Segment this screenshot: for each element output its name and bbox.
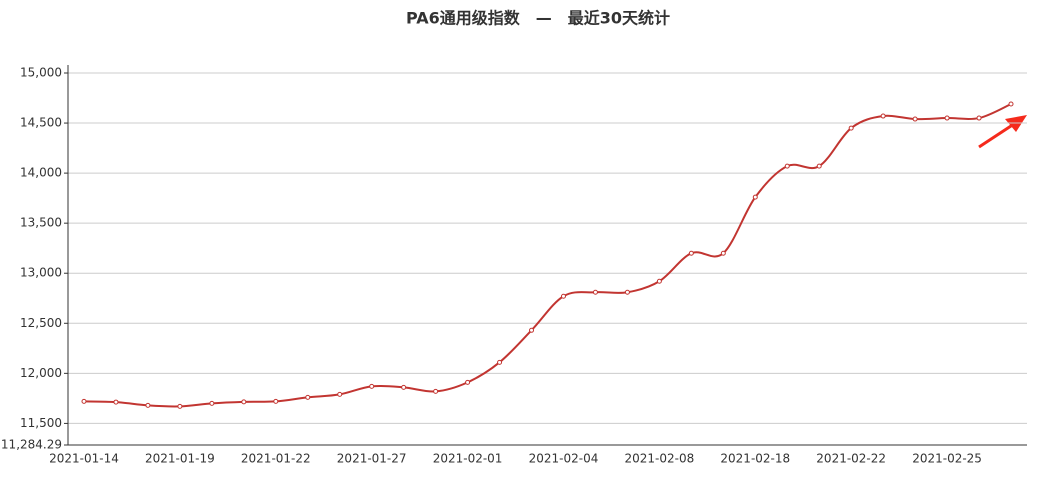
point bbox=[944, 115, 950, 121]
point bbox=[848, 125, 854, 131]
point bbox=[177, 403, 183, 409]
arrow-shaft bbox=[978, 122, 1015, 149]
x-tick-label: 2021-02-25 bbox=[912, 452, 982, 466]
x-tick-label: 2021-01-22 bbox=[241, 452, 311, 466]
point bbox=[688, 250, 694, 256]
x-tick-label: 2021-02-22 bbox=[816, 452, 886, 466]
x-tick-label: 2021-02-18 bbox=[720, 452, 790, 466]
point bbox=[976, 115, 982, 121]
point bbox=[592, 289, 598, 295]
point bbox=[880, 113, 886, 119]
point bbox=[145, 402, 151, 408]
y-tick-label: 13,000 bbox=[20, 266, 62, 280]
point bbox=[816, 163, 822, 169]
line bbox=[83, 103, 1012, 408]
x-tick-label: 2021-01-14 bbox=[49, 452, 119, 466]
point bbox=[624, 289, 630, 295]
point bbox=[560, 293, 566, 299]
point bbox=[720, 250, 726, 256]
point bbox=[529, 327, 535, 333]
point bbox=[656, 278, 662, 284]
y-tick-label: 11,284.29 bbox=[1, 438, 62, 452]
point bbox=[113, 399, 119, 405]
x-tick-label: 2021-01-27 bbox=[337, 452, 407, 466]
point bbox=[369, 383, 375, 389]
point bbox=[81, 398, 87, 404]
point bbox=[273, 398, 279, 404]
point bbox=[401, 384, 407, 390]
point bbox=[752, 194, 758, 200]
y-tick-label: 14,000 bbox=[20, 166, 62, 180]
trend-arrow bbox=[978, 115, 1027, 149]
y-tick-label: 11,500 bbox=[20, 416, 62, 430]
y-tick-label: 13,500 bbox=[20, 216, 62, 230]
y-tick-label: 14,500 bbox=[20, 116, 62, 130]
point bbox=[1008, 101, 1014, 107]
point bbox=[433, 388, 439, 394]
y-tick-label: 12,500 bbox=[20, 316, 62, 330]
y-tick-label: 12,000 bbox=[20, 366, 62, 380]
x-tick-label: 2021-02-01 bbox=[433, 452, 503, 466]
y-tick-label: 15,000 bbox=[20, 66, 62, 80]
point bbox=[337, 391, 343, 397]
x-tick-label: 2021-01-19 bbox=[145, 452, 215, 466]
x-tick-label: 2021-02-04 bbox=[529, 452, 599, 466]
chart-title: PA6通用级指数 — 最近30天统计 bbox=[406, 9, 670, 28]
point bbox=[497, 359, 503, 365]
point bbox=[912, 116, 918, 122]
point bbox=[465, 379, 471, 385]
point bbox=[784, 163, 790, 169]
x-tick-label: 2021-02-08 bbox=[625, 452, 695, 466]
point bbox=[209, 400, 215, 406]
point bbox=[241, 399, 247, 405]
point bbox=[305, 394, 311, 400]
